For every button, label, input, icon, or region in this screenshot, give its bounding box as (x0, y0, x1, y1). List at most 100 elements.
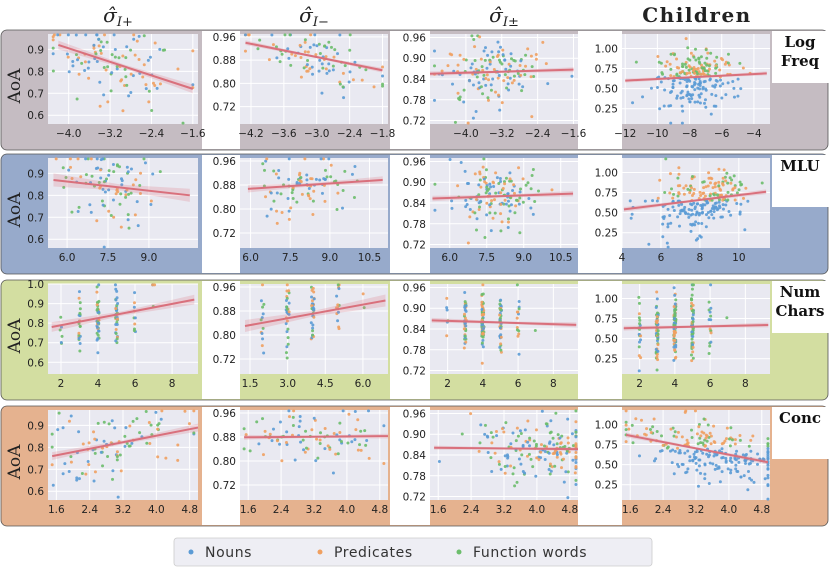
data-point (734, 463, 738, 467)
y-tick-label: 0.78 (403, 95, 426, 107)
data-point (76, 210, 80, 214)
data-point (50, 445, 54, 449)
data-point (678, 451, 682, 455)
data-point (115, 455, 119, 459)
data-point (479, 85, 483, 89)
data-point (496, 40, 500, 44)
data-point (488, 182, 492, 186)
data-point (637, 345, 641, 349)
column-title-pos: σ̂I+ (103, 3, 133, 30)
data-point (705, 439, 709, 443)
data-point (529, 54, 533, 58)
panel-tab-2-1 (390, 281, 430, 399)
data-point (707, 453, 711, 457)
data-point (120, 78, 124, 82)
data-point (766, 466, 770, 470)
data-point (649, 86, 653, 90)
data-point (337, 287, 341, 291)
data-point (482, 177, 486, 181)
data-point (153, 41, 157, 45)
data-point (694, 220, 698, 224)
data-point (133, 322, 137, 326)
data-point (726, 81, 730, 85)
data-point (381, 82, 385, 86)
data-point (693, 71, 697, 75)
data-point (499, 467, 503, 471)
data-point (666, 207, 670, 211)
data-point (508, 209, 512, 213)
data-point (98, 80, 102, 84)
data-point (738, 180, 742, 184)
data-point (714, 78, 718, 82)
data-point (299, 55, 303, 59)
data-point (739, 202, 743, 206)
data-point (331, 64, 335, 68)
data-point (367, 456, 371, 460)
data-point (56, 428, 60, 432)
data-point (709, 331, 713, 335)
data-point (494, 191, 498, 195)
data-point (147, 100, 151, 104)
data-point (500, 220, 504, 224)
data-point (732, 86, 736, 90)
data-point (95, 308, 99, 312)
x-tick-label: 4.0 (148, 504, 165, 516)
data-point (544, 422, 548, 426)
data-point (287, 56, 291, 60)
y-tick-label: 0.50 (595, 208, 618, 220)
data-point (512, 74, 516, 78)
data-point (308, 45, 312, 49)
data-point (261, 283, 265, 287)
data-point (270, 33, 274, 37)
data-point (492, 181, 496, 185)
data-point (474, 67, 478, 71)
data-point (685, 438, 689, 442)
data-point (51, 46, 55, 50)
data-point (124, 193, 128, 197)
data-point (718, 84, 722, 88)
data-point (527, 197, 531, 201)
data-point (530, 65, 534, 69)
data-point (566, 436, 570, 440)
data-point (673, 449, 677, 453)
data-point (526, 181, 530, 185)
data-point (492, 198, 496, 202)
data-point (464, 340, 468, 344)
data-point (483, 58, 487, 62)
y-tick-label: 0.96 (213, 32, 237, 44)
data-point (639, 334, 643, 338)
data-point (481, 313, 485, 317)
data-point (280, 211, 284, 215)
data-point (492, 184, 496, 188)
data-point (766, 437, 770, 441)
data-point (483, 235, 487, 239)
data-point (113, 426, 117, 430)
data-point (515, 283, 519, 287)
data-point (462, 88, 466, 92)
data-point (669, 52, 673, 56)
data-point (77, 290, 81, 294)
data-point (89, 210, 93, 214)
data-point (675, 57, 679, 61)
data-point (700, 66, 704, 70)
data-point (713, 185, 717, 189)
data-point (318, 178, 322, 182)
panel-1-1: 6.0 7.5 9.0 10.50.720.800.880.96 (213, 156, 388, 264)
data-point (50, 432, 54, 436)
data-point (71, 64, 75, 68)
data-point (495, 176, 499, 180)
data-point (708, 77, 712, 81)
data-point (319, 157, 323, 161)
regression-line (434, 446, 579, 451)
data-point (515, 325, 519, 329)
data-point (482, 49, 486, 53)
x-tick-label: 7.5 (478, 252, 495, 264)
data-point (513, 211, 517, 215)
data-point (323, 178, 327, 182)
data-point (659, 80, 663, 84)
data-point (286, 47, 290, 51)
x-tick-label: 9.0 (322, 252, 339, 264)
data-point (502, 79, 506, 83)
data-point (365, 439, 369, 443)
data-point (306, 193, 310, 197)
